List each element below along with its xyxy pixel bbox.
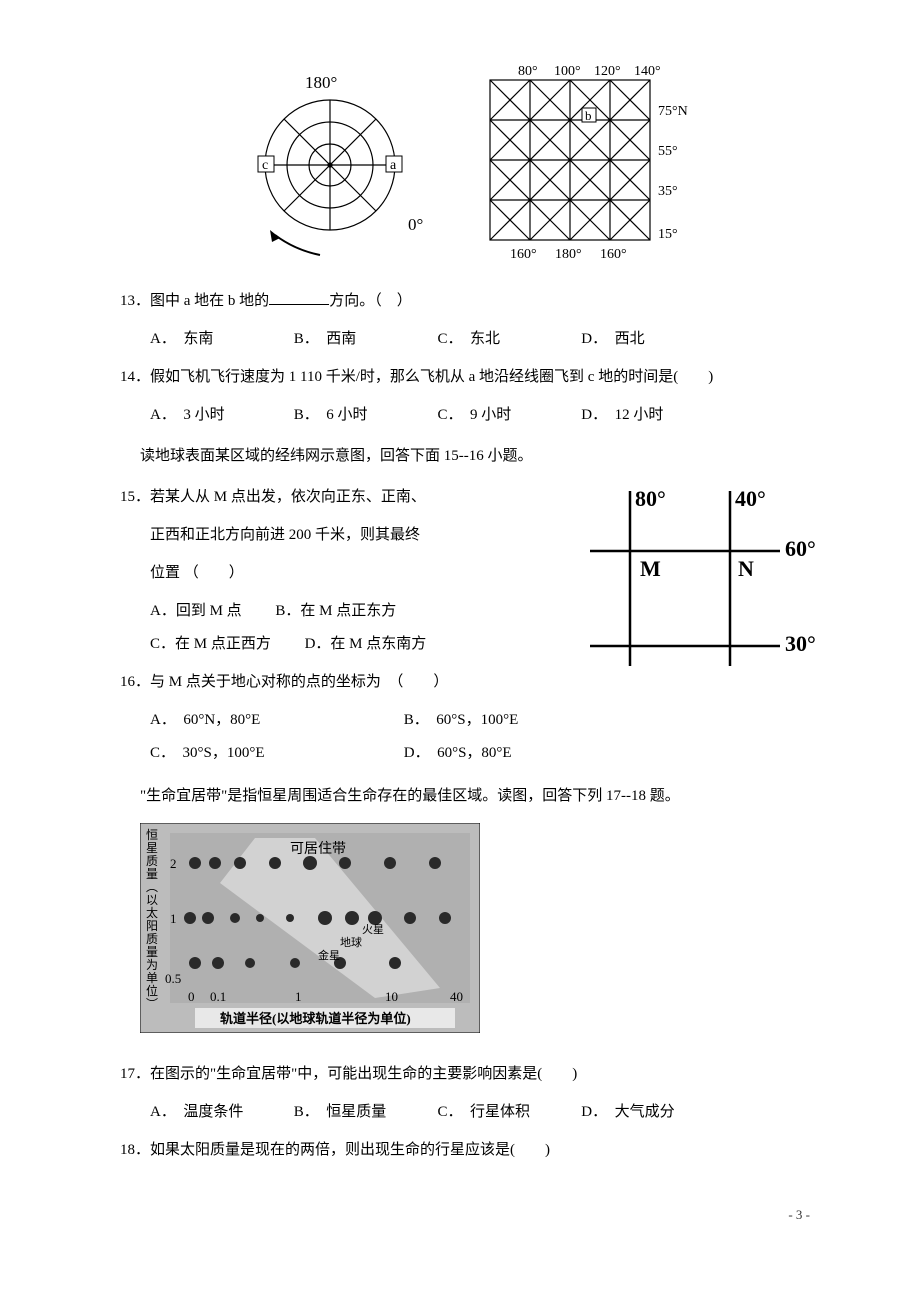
q16-opt-a: A． 60°N，80°E — [150, 704, 400, 737]
habitable-chart: 恒星质量︵以太阳质量为单位︶ 可居住带 火星 地球 金星 2 1 0.5 0 0… — [140, 823, 480, 1033]
q17-opt-c: C． 行星体积 — [438, 1096, 578, 1129]
chart-xt-01: 0.1 — [210, 989, 226, 1004]
q13-text-after: 方向。（ ） — [329, 293, 412, 309]
q15-line1: 若某人从 M 点出发，依次向正东、正南、 — [150, 489, 426, 505]
chart-xt-40: 40 — [450, 989, 463, 1004]
q17-opt-a: A． 温度条件 — [150, 1096, 290, 1129]
q17-opt-b: B． 恒星质量 — [294, 1096, 434, 1129]
grid-map-figure: b 80° 100° 120° 140° 75°N 55° 35° 15° 16… — [470, 60, 720, 270]
chart-xt-10: 10 — [385, 989, 398, 1004]
q15-opt-a: A．回到 M 点 — [150, 595, 242, 628]
mn-long-80: 80° — [635, 486, 666, 511]
page-number: - 3 - — [120, 1207, 820, 1223]
mn-long-40: 40° — [735, 486, 766, 511]
mn-point-n: N — [738, 556, 754, 581]
q13-opt-c: C． 东北 — [438, 323, 578, 356]
q17-num: 17． — [120, 1066, 150, 1082]
chart-band-label: 可居住带 — [290, 841, 346, 857]
grid-lat-15: 15° — [658, 227, 678, 242]
chart-xt-1: 1 — [295, 989, 302, 1004]
q15-opt-b: B．在 M 点正东方 — [275, 595, 396, 628]
q14-options: A． 3 小时 B． 6 小时 C． 9 小时 D． 12 小时 — [120, 399, 820, 432]
q16-text: 与 M 点关于地心对称的点的坐标为 （ ） — [150, 674, 448, 690]
q18-num: 18． — [120, 1142, 150, 1158]
q16-opt-d: D． 60°S，80°E — [404, 737, 654, 770]
grid-lat-55: 55° — [658, 144, 678, 159]
question-18: 18．如果太阳质量是现在的两倍，则出现生命的行星应该是( ) — [120, 1134, 820, 1167]
grid-lat-35: 35° — [658, 184, 678, 199]
polar-point-a: a — [390, 158, 397, 173]
q14-text: 假如飞机飞行速度为 1 110 千米/时，那么飞机从 a 地沿经线圈飞到 c 地… — [150, 369, 713, 385]
q15-opt-d: D．在 M 点东南方 — [305, 628, 427, 661]
q18-text: 如果太阳质量是现在的两倍，则出现生命的行星应该是( ) — [150, 1142, 550, 1158]
polar-label-180: 180° — [305, 73, 337, 92]
grid-long-140: 140° — [634, 64, 661, 79]
q14-opt-a: A． 3 小时 — [150, 399, 290, 432]
q15-num: 15． — [120, 489, 150, 505]
q17-text: 在图示的"生命宜居带"中，可能出现生命的主要影响因素是( ) — [150, 1066, 577, 1082]
q14-opt-c: C． 9 小时 — [438, 399, 578, 432]
question-14: 14．假如飞机飞行速度为 1 110 千米/时，那么飞机从 a 地沿经线圈飞到 … — [120, 361, 820, 394]
polar-map-figure: 180° 0° a c — [220, 60, 440, 270]
chart-yt-05: 0.5 — [165, 971, 181, 986]
q13-opt-a: A． 东南 — [150, 323, 290, 356]
grid-point-b: b — [585, 108, 592, 123]
intro-17-18: "生命宜居带"是指恒星周围适合生命存在的最佳区域。读图，回答下列 17--18 … — [120, 780, 820, 813]
q13-opt-d: D． 西北 — [581, 323, 721, 356]
polar-label-0: 0° — [408, 215, 423, 234]
q13-opt-b: B． 西南 — [294, 323, 434, 356]
grid-long-120: 120° — [594, 64, 621, 79]
q15-opt-c: C．在 M 点正西方 — [150, 628, 271, 661]
grid-long-100: 100° — [554, 64, 581, 79]
chart-yt-1: 1 — [170, 911, 177, 926]
question-13: 13．图中 a 地在 b 地的 方向。（ ） — [120, 285, 820, 318]
q16-num: 16． — [120, 674, 150, 690]
q17-opt-d: D． 大气成分 — [581, 1096, 721, 1129]
figure-row-top: 180° 0° a c — [120, 60, 820, 270]
chart-xlabel: 轨道半径(以地球轨道半径为单位) — [220, 1011, 411, 1026]
chart-ylabel: 恒星质量︵以太阳质量为单位︶ — [146, 828, 158, 1011]
chart-mars: 火星 — [362, 923, 384, 936]
chart-venus: 金星 — [318, 948, 340, 962]
q14-num: 14． — [120, 369, 150, 385]
q16-options-row2: C． 30°S，100°E D． 60°S，80°E — [120, 737, 820, 770]
mn-point-m: M — [640, 556, 661, 581]
q16-opt-b: B． 60°S，100°E — [404, 704, 654, 737]
q16-options-row1: A． 60°N，80°E B． 60°S，100°E — [120, 704, 820, 737]
q13-options: A． 东南 B． 西南 C． 东北 D． 西北 — [120, 323, 820, 356]
question-17: 17．在图示的"生命宜居带"中，可能出现生命的主要影响因素是( ) — [120, 1058, 820, 1091]
q13-text-before: 图中 a 地在 b 地的 — [150, 293, 269, 309]
chart-xt-0: 0 — [188, 989, 195, 1004]
grid-long-80: 80° — [518, 64, 538, 79]
chart-yt-2: 2 — [170, 856, 177, 871]
grid-long-b160b: 160° — [600, 247, 627, 262]
q14-opt-b: B． 6 小时 — [294, 399, 434, 432]
grid-lat-75n: 75°N — [658, 104, 688, 119]
habitable-chart-wrap: 恒星质量︵以太阳质量为单位︶ 可居住带 火星 地球 金星 2 1 0.5 0 0… — [120, 823, 820, 1038]
polar-point-c: c — [262, 158, 268, 173]
q17-options: A． 温度条件 B． 恒星质量 C． 行星体积 D． 大气成分 — [120, 1096, 820, 1129]
mn-lat-60: 60° — [785, 536, 816, 561]
q13-num: 13． — [120, 293, 150, 309]
intro-15-16: 读地球表面某区域的经纬网示意图，回答下面 15--16 小题。 — [120, 440, 820, 473]
mn-grid-figure: 80° 40° 60° 30° M N — [580, 481, 820, 676]
grid-long-b180: 180° — [555, 247, 582, 262]
q16-opt-c: C． 30°S，100°E — [150, 737, 400, 770]
mn-lat-30: 30° — [785, 631, 816, 656]
q14-opt-d: D． 12 小时 — [581, 399, 721, 432]
chart-earth: 地球 — [340, 935, 362, 949]
blank-underline — [269, 291, 329, 305]
grid-long-b160: 160° — [510, 247, 537, 262]
